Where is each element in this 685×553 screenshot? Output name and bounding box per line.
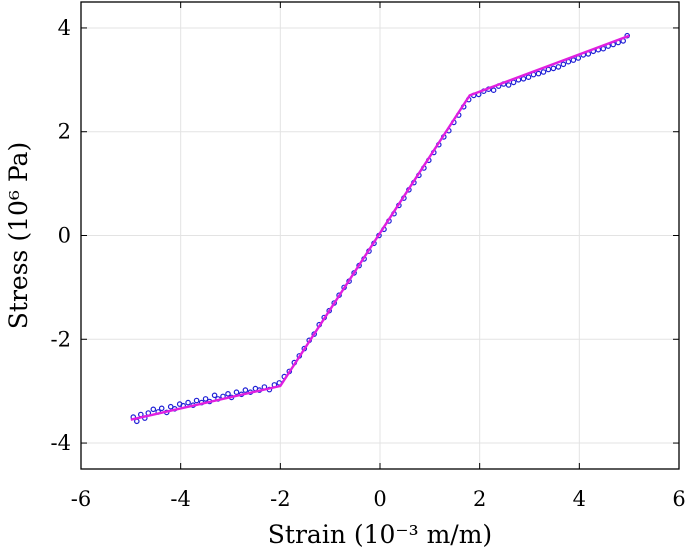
data-point bbox=[150, 406, 157, 413]
y-tick-label: 2 bbox=[58, 120, 71, 144]
data-point bbox=[545, 66, 552, 73]
x-tick-label: 2 bbox=[473, 487, 486, 511]
x-tick-label: 4 bbox=[573, 487, 586, 511]
data-point bbox=[550, 65, 557, 72]
y-tick-label: 0 bbox=[58, 224, 71, 248]
data-point bbox=[233, 389, 240, 396]
data-point bbox=[193, 397, 200, 404]
data-point bbox=[225, 390, 231, 397]
data-point bbox=[535, 70, 542, 77]
x-tick-labels: -6 -4 -2 0 2 4 6 bbox=[71, 487, 685, 511]
x-tick-label: -2 bbox=[270, 487, 290, 511]
data-point bbox=[570, 57, 577, 63]
data-point bbox=[560, 61, 567, 68]
data-point bbox=[490, 87, 497, 94]
y-tick-label: 4 bbox=[58, 16, 71, 40]
y-tick-labels: -4 -2 0 2 4 bbox=[51, 16, 71, 455]
data-point bbox=[158, 405, 165, 412]
data-point bbox=[540, 69, 547, 75]
data-point bbox=[505, 82, 512, 88]
x-axis-title: Strain (10⁻³ m/m) bbox=[268, 520, 492, 549]
data-point bbox=[185, 399, 191, 406]
data-point bbox=[555, 64, 562, 70]
x-tick-label: -4 bbox=[170, 487, 190, 511]
y-axis-title: Stress (10⁶ Pa) bbox=[4, 142, 33, 329]
grid-lines bbox=[80, 2, 680, 469]
data-point bbox=[624, 32, 631, 39]
data-point bbox=[525, 74, 532, 81]
data-point bbox=[520, 76, 527, 82]
tick-marks bbox=[80, 2, 680, 469]
y-tick-label: -2 bbox=[51, 327, 71, 351]
x-tick-label: 6 bbox=[672, 487, 685, 511]
data-point bbox=[510, 79, 517, 86]
data-point bbox=[211, 392, 218, 399]
data-layer bbox=[130, 32, 631, 425]
y-tick-label: -4 bbox=[51, 431, 71, 455]
x-tick-label: 0 bbox=[373, 487, 386, 511]
data-point bbox=[242, 387, 249, 393]
data-point bbox=[202, 396, 209, 402]
x-tick-label: -6 bbox=[71, 487, 91, 511]
fit-line bbox=[130, 34, 630, 421]
